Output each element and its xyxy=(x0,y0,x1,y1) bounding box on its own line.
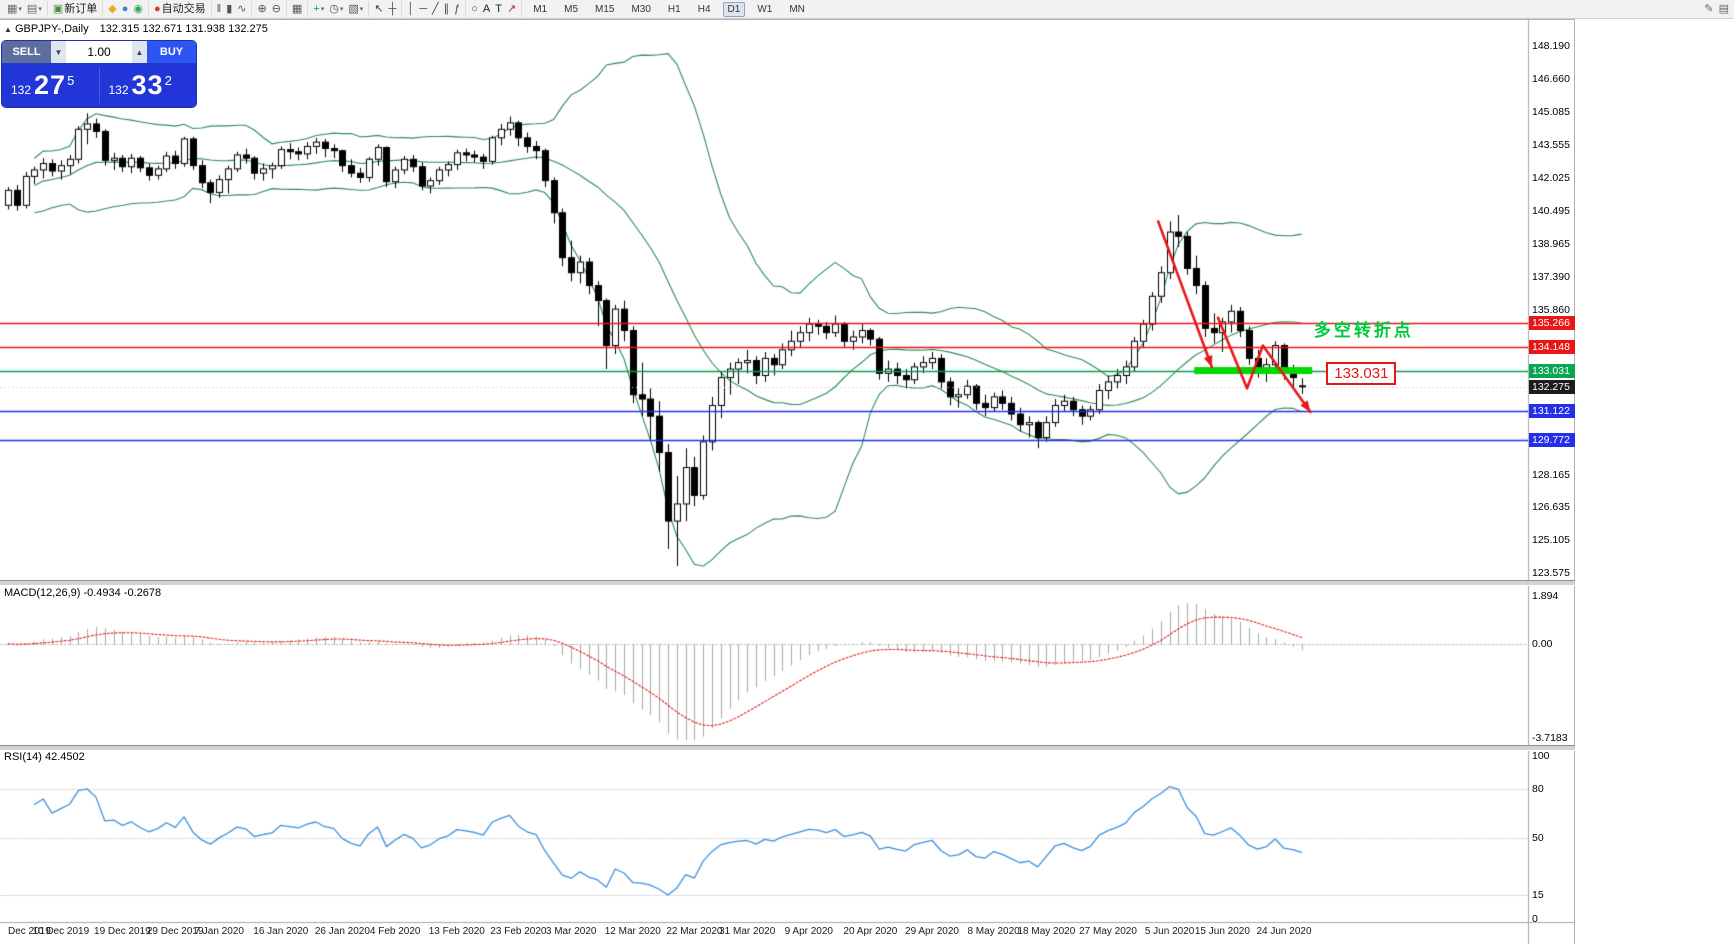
buy-button[interactable]: BUY xyxy=(147,41,196,63)
price-axis-label: 125.105 xyxy=(1532,534,1570,547)
toolbar-group-right: ✎ ▤ xyxy=(1699,1,1734,17)
buy-price-base: 132 xyxy=(108,82,129,97)
buy-price-big: 33 xyxy=(131,69,164,100)
support-level-tag: 131.122 xyxy=(1529,404,1575,419)
rsi-axis-label: 50 xyxy=(1532,831,1544,844)
macd-axis-label: -3.7183 xyxy=(1532,732,1568,744)
date-axis-label: 22 Mar 2020 xyxy=(666,926,723,937)
current-price-tag: 132.275 xyxy=(1529,379,1575,394)
date-axis-label: 26 Jan 2020 xyxy=(314,926,370,937)
sell-price-base: 132 xyxy=(11,82,32,97)
date-axis-label: 19 Dec 2019 xyxy=(94,926,151,937)
macd-indicator-label: MACD(12,26,9) -0.4934 -0.2678 xyxy=(4,587,162,599)
layout-icon-glyph: ▤ xyxy=(1718,2,1729,15)
date-axis-label: 16 Jan 2020 xyxy=(253,926,309,937)
price-axis-label: 137.390 xyxy=(1532,271,1570,284)
sell-price-sup: 5 xyxy=(67,72,75,88)
sell-price[interactable]: 132 27 5 xyxy=(2,70,99,101)
date-axis-label: 29 Apr 2020 xyxy=(905,926,959,937)
date-axis-label: 12 Mar 2020 xyxy=(604,926,661,937)
rsi-indicator-label: RSI(14) 42.4502 xyxy=(4,751,85,763)
date-axis-label: 13 Feb 2020 xyxy=(428,926,485,937)
rsi-axis-label: 15 xyxy=(1532,888,1544,901)
date-axis-label: 10 Dec 2019 xyxy=(32,926,90,937)
chevron-up-icon: ▲ xyxy=(135,47,144,57)
oneclick-collapse-toggle[interactable]: ▲ xyxy=(4,25,12,34)
date-axis-label: 5 Jun 2020 xyxy=(1144,926,1195,937)
date-axis-label: 9 Apr 2020 xyxy=(784,926,833,937)
rsi-axis-label: 0 xyxy=(1532,913,1538,925)
price-axis-label: 143.555 xyxy=(1532,139,1570,152)
sell-button[interactable]: SELL xyxy=(2,41,51,63)
date-axis-label: 8 May 2020 xyxy=(967,926,1020,937)
volume-decrease-button[interactable]: ▼ xyxy=(51,41,66,63)
one-click-prices-row: 132 27 5 132 33 2 xyxy=(2,63,196,107)
support-level-tag: 129.772 xyxy=(1529,433,1575,448)
date-axis-label: 15 Jun 2020 xyxy=(1194,926,1250,937)
date-axis-label: 18 May 2020 xyxy=(1017,926,1076,937)
chevron-down-icon: ▼ xyxy=(54,47,63,57)
price-axis-label: 138.965 xyxy=(1532,237,1570,250)
price-axis-label: 128.165 xyxy=(1532,468,1570,481)
price-axis-label: 142.025 xyxy=(1532,171,1570,184)
macd-axis-label: 1.894 xyxy=(1532,590,1559,602)
date-axis-label: 27 May 2020 xyxy=(1079,926,1137,937)
one-click-controls-row: SELL ▼ ▲ BUY xyxy=(2,41,196,63)
price-axis-label: 140.495 xyxy=(1532,204,1570,217)
support-level-tag: 133.031 xyxy=(1529,363,1575,378)
buy-price-sup: 2 xyxy=(164,72,172,88)
price-axis-label: 148.190 xyxy=(1532,40,1570,52)
rsi-axis-label: 80 xyxy=(1532,782,1544,795)
date-axis-label: 3 Mar 2020 xyxy=(545,926,597,937)
date-axis-label: 4 Feb 2020 xyxy=(369,926,421,937)
price-axis-label: 145.085 xyxy=(1532,106,1570,119)
price-annotation-box: 133.031 xyxy=(1326,361,1397,385)
symbol-period-label: GBPJPY-,Daily xyxy=(15,23,89,35)
ohlc-label: 132.315 132.671 131.938 132.275 xyxy=(99,23,268,35)
price-divider xyxy=(98,67,100,103)
sell-price-big: 27 xyxy=(34,69,67,100)
macd-axis-label: 0.00 xyxy=(1532,637,1553,650)
edit-icon-glyph: ✎ xyxy=(1704,2,1714,15)
volume-input[interactable] xyxy=(66,41,132,63)
panel-separator-rsi[interactable] xyxy=(0,745,1575,751)
price-axis-label: 126.635 xyxy=(1532,501,1570,514)
turning-point-annotation: 多空转折点 xyxy=(1313,321,1414,341)
buy-price[interactable]: 132 33 2 xyxy=(100,70,197,101)
layout-icon[interactable]: ▤ xyxy=(1718,2,1729,15)
volume-increase-button[interactable]: ▲ xyxy=(132,41,147,63)
date-axis-label: 29 Dec 2019 xyxy=(146,926,204,937)
price-axis-label: 123.575 xyxy=(1532,567,1570,579)
rsi-axis-label: 100 xyxy=(1532,750,1550,762)
chart-canvas[interactable] xyxy=(0,0,1575,944)
panel-separator-macd[interactable] xyxy=(0,580,1575,586)
date-axis-label: 31 Mar 2020 xyxy=(719,926,776,937)
price-axis-label: 146.660 xyxy=(1532,72,1570,85)
date-axis-label: 23 Feb 2020 xyxy=(490,926,547,937)
date-axis-label: 7 Jan 2020 xyxy=(194,926,244,937)
date-axis-label: 20 Apr 2020 xyxy=(843,926,898,937)
resistance-level-tag: 134.148 xyxy=(1529,339,1575,354)
chart-title: GBPJPY-,Daily 132.315 132.671 131.938 13… xyxy=(15,23,268,35)
date-axis-label: 24 Jun 2020 xyxy=(1256,926,1312,937)
resistance-level-tag: 135.266 xyxy=(1529,315,1575,330)
price-axis-label: 135.860 xyxy=(1532,303,1570,316)
date-axis-label: Dec 2019 xyxy=(8,926,51,937)
edit-icon[interactable]: ✎ xyxy=(1704,2,1714,15)
one-click-trading-panel: SELL ▼ ▲ BUY 132 27 5 132 33 2 xyxy=(2,41,196,107)
